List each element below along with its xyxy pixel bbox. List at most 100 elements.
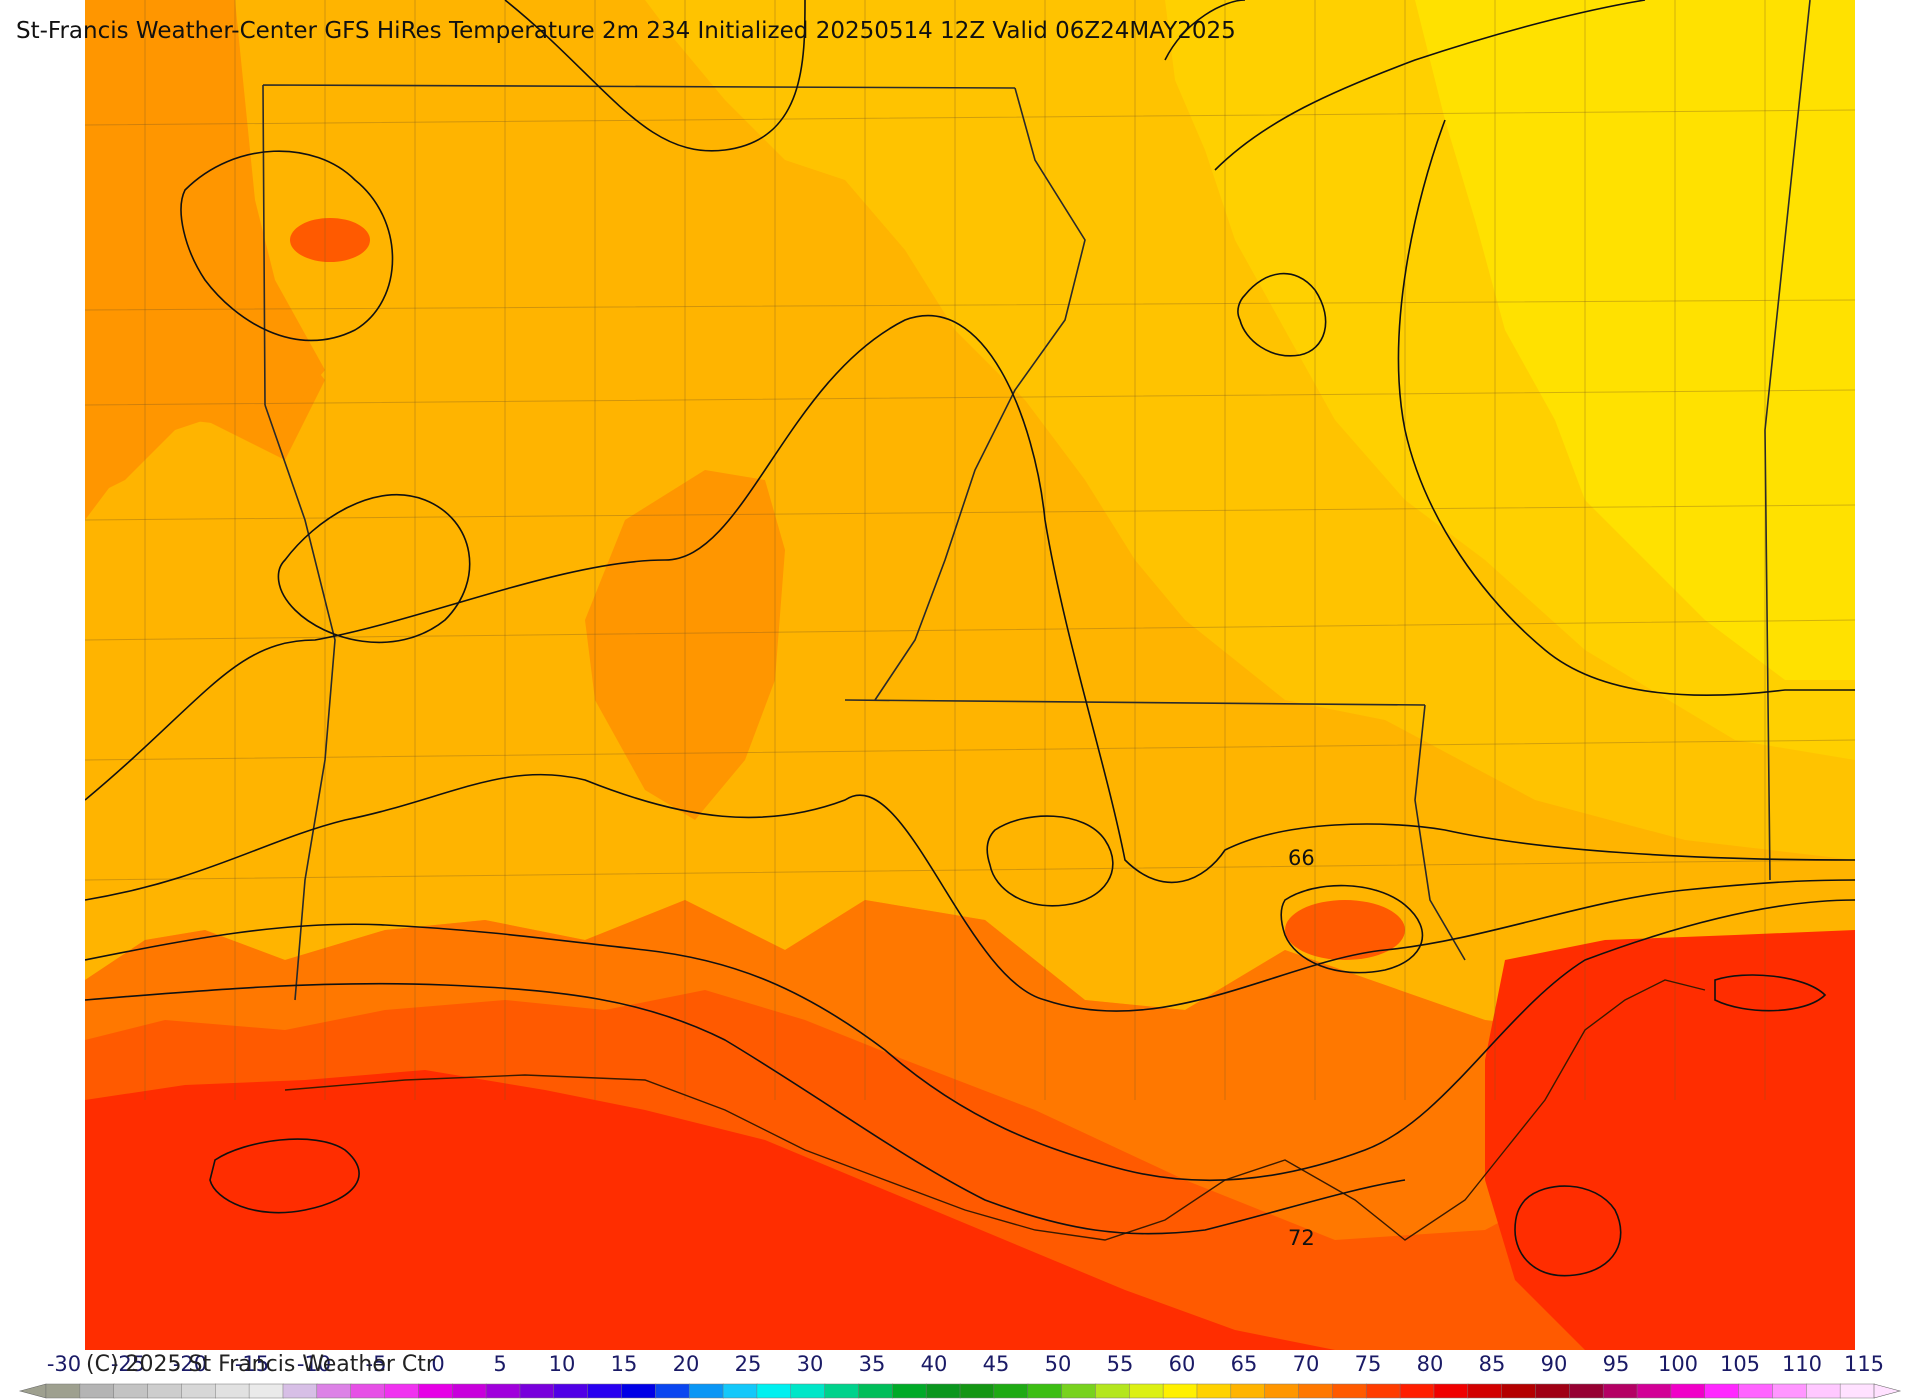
colorbar-cell — [1501, 1383, 1537, 1399]
colorbar-cell — [384, 1383, 420, 1399]
colorbar-cell — [485, 1383, 521, 1399]
colorbar-cell — [756, 1383, 792, 1399]
contour-line — [1714, 974, 1827, 1012]
colorbar-cell — [1365, 1383, 1401, 1399]
colorbar-label: 30 — [796, 1352, 824, 1376]
colorbar-cell — [1704, 1383, 1740, 1399]
colorbar-label: 50 — [1044, 1352, 1072, 1376]
colorbar-cell — [1670, 1383, 1706, 1399]
colorbar-cell — [1162, 1383, 1198, 1399]
colorbar-cell — [824, 1383, 860, 1399]
temperature-map: 66 72 — [85, 0, 1855, 1350]
state-borders — [262, 0, 1811, 1001]
colorbar-cell — [1535, 1383, 1571, 1399]
colorbar-cell — [1264, 1383, 1300, 1399]
colorbar-cell — [790, 1383, 826, 1399]
colorbar-label: 80 — [1416, 1352, 1444, 1376]
fill-t85-gulf-east — [1485, 930, 1855, 1350]
colorbar-label: -25 — [110, 1352, 146, 1376]
colorbar-cell — [350, 1383, 386, 1399]
colorbar-label: 10 — [548, 1352, 576, 1376]
contour-line — [180, 150, 394, 342]
contour-line — [85, 773, 1855, 1012]
contour-label-72: 72 — [1288, 1226, 1315, 1250]
colorbar-label: 100 — [1657, 1352, 1699, 1376]
contour-line — [85, 982, 1406, 1235]
contour-line — [504, 0, 806, 152]
contour-line — [1237, 272, 1327, 357]
colorbar-cell — [688, 1383, 724, 1399]
temperature-contours — [85, 0, 1855, 1277]
colorbar-label: 115 — [1843, 1352, 1885, 1376]
colorbar-label: 85 — [1478, 1352, 1506, 1376]
map-title: St-Francis Weather-Center GFS HiRes Temp… — [16, 18, 1236, 44]
contour-line — [85, 899, 1855, 1182]
colorbar-label: 5 — [493, 1352, 507, 1376]
colorbar-label: 105 — [1719, 1352, 1761, 1376]
colorbar-label: 65 — [1230, 1352, 1258, 1376]
colorbar-cell — [282, 1383, 318, 1399]
colorbar-cell — [1738, 1383, 1774, 1399]
colorbar-label: 70 — [1292, 1352, 1320, 1376]
contour-line — [277, 494, 471, 644]
colorbar-label: -30 — [46, 1352, 82, 1376]
colorbar-label: 90 — [1540, 1352, 1568, 1376]
colorbar-cell — [1332, 1383, 1368, 1399]
colorbar-label: 20 — [672, 1352, 700, 1376]
colorbar-cell — [1298, 1383, 1334, 1399]
colorbar-cell — [418, 1383, 454, 1399]
colorbar-cell — [1806, 1383, 1842, 1399]
fill-t65-band — [585, 470, 785, 820]
contour-line — [1397, 119, 1855, 697]
contour-label-66: 66 — [1288, 846, 1315, 870]
colorbar-cell — [248, 1383, 284, 1399]
colorbar-cell — [1467, 1383, 1503, 1399]
contour-labels: 66 72 — [1288, 846, 1315, 1250]
county-lines — [85, 0, 1855, 1100]
temperature-fill — [85, 0, 1855, 1350]
colorbar-cell — [1129, 1383, 1164, 1399]
contour-line — [209, 1138, 360, 1214]
temperature-colorbar — [18, 1383, 1902, 1399]
colorbar-cell — [215, 1383, 250, 1399]
contour-line — [1514, 1185, 1622, 1277]
colorbar-label: -20 — [172, 1352, 208, 1376]
contour-line — [986, 815, 1114, 907]
colorbar-cell — [1636, 1383, 1672, 1399]
colorbar-label: 60 — [1168, 1352, 1196, 1376]
colorbar-cell — [1839, 1383, 1875, 1399]
colorbar-cell — [1433, 1383, 1469, 1399]
colorbar-cell — [45, 1383, 81, 1399]
colorbar-cell — [519, 1383, 555, 1399]
colorbar-label: 45 — [982, 1352, 1010, 1376]
colorbar-left-cap — [18, 1383, 47, 1399]
colorbar-right-cap — [1873, 1383, 1902, 1399]
colorbar-cell — [1061, 1383, 1097, 1399]
colorbar-cell — [655, 1383, 691, 1399]
colorbar-label: 25 — [734, 1352, 762, 1376]
colorbar-cell — [1095, 1383, 1131, 1399]
colorbar-cell — [892, 1383, 927, 1399]
colorbar-cell — [181, 1383, 217, 1399]
colorbar-cell — [553, 1383, 589, 1399]
colorbar-cell — [722, 1383, 758, 1399]
colorbar-cell — [113, 1383, 149, 1399]
colorbar-cell — [1230, 1383, 1266, 1399]
colorbar-label: 75 — [1354, 1352, 1382, 1376]
coastline — [284, 979, 1706, 1241]
colorbar-cell — [959, 1383, 995, 1399]
contour-line — [1164, 0, 1646, 171]
colorbar-cell — [621, 1383, 657, 1399]
copyright-text: (C) 2025 St Francis Weather Ctr — [86, 1352, 435, 1377]
colorbar-label: 15 — [610, 1352, 638, 1376]
fill-hot-spot-nw — [290, 218, 370, 262]
colorbar-cell — [1027, 1383, 1063, 1399]
fill-t85-band — [85, 1070, 1335, 1350]
colorbar-cell — [451, 1383, 487, 1399]
colorbar-cell — [587, 1383, 623, 1399]
colorbar-label: 0 — [431, 1352, 445, 1376]
colorbar-cell — [993, 1383, 1029, 1399]
colorbar-label: -10 — [296, 1352, 332, 1376]
colorbar-cell — [1196, 1383, 1232, 1399]
colorbar-label: 95 — [1602, 1352, 1630, 1376]
